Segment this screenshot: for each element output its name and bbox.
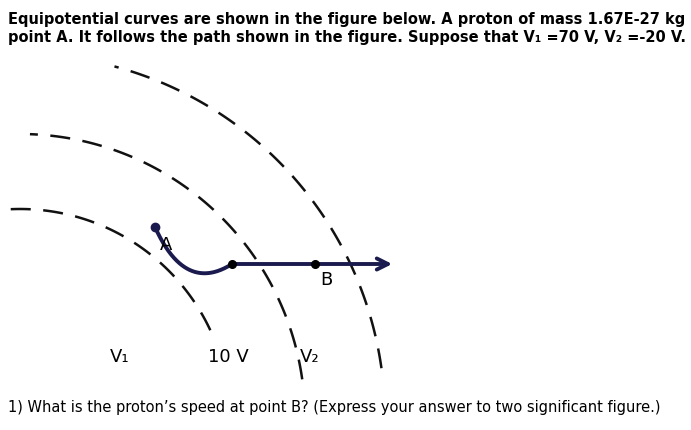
Text: V₂: V₂ bbox=[300, 347, 320, 365]
Text: 1) What is the proton’s speed at point B? (Express your answer to two significan: 1) What is the proton’s speed at point B… bbox=[8, 399, 661, 414]
Text: V₁: V₁ bbox=[110, 347, 130, 365]
Text: point A. It follows the path shown in the figure. Suppose that V₁ =70 V, V₂ =-20: point A. It follows the path shown in th… bbox=[8, 30, 686, 45]
Text: Equipotential curves are shown in the figure below. A proton of mass 1.67E-27 kg: Equipotential curves are shown in the fi… bbox=[8, 12, 691, 27]
Text: B: B bbox=[320, 270, 332, 289]
Text: A: A bbox=[160, 236, 172, 253]
Text: 10 V: 10 V bbox=[207, 347, 248, 365]
